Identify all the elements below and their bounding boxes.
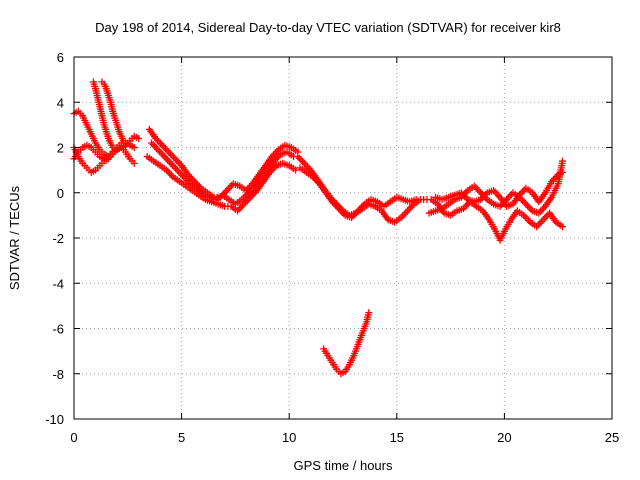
y-tick-label: -6 [52,322,64,337]
y-tick-label: -4 [52,276,64,291]
data-point [491,188,499,196]
data-point [534,221,542,229]
x-tick-label: 10 [282,430,296,445]
series-afternoon-band-2 [296,164,420,222]
data-point [300,159,308,167]
data-point [299,158,307,166]
data-point [294,153,302,161]
data-point [297,156,305,164]
data-point [223,186,231,194]
data-point [402,209,410,217]
data-point [166,170,174,178]
axis-ticks: 0 5 10 15 20 25 -10 -8 -6 -4 -2 0 2 4 6 [45,50,619,445]
data-point [523,215,531,223]
data-point [400,210,408,218]
data-point [407,203,415,211]
x-axis-label: GPS time / hours [294,458,393,473]
series-evening-band-2 [427,196,567,244]
data-point [539,216,547,224]
x-tick-label: 5 [178,430,185,445]
series-early-arc-high-2 [98,78,130,147]
data-point [524,202,532,210]
x-tick-label: 25 [605,430,619,445]
data-point [135,134,143,142]
series-evening-band-1 [425,157,567,217]
data-point [130,144,138,151]
grid-lines [74,57,612,419]
data-point [235,205,243,213]
data-point [167,171,175,179]
data-point [404,207,412,215]
x-tick-label: 0 [70,430,77,445]
data-point [520,198,528,206]
data-points [70,78,567,378]
data-point [292,166,300,174]
data-point [538,218,546,226]
data-point [405,205,413,213]
y-tick-label: -2 [52,231,64,246]
data-point [399,212,407,220]
y-tick-label: 0 [57,186,64,201]
series-midday-band-mid [147,139,298,208]
data-point [522,200,530,208]
data-point [521,213,529,221]
data-point [164,168,172,176]
data-point [536,207,544,215]
chart-title: Day 198 of 2014, Sidereal Day-to-day VTE… [95,20,561,35]
data-point [551,174,559,182]
y-tick-label: -10 [45,412,64,427]
y-tick-label: 6 [57,50,64,65]
y-axis-label: SDTVAR / TECUs [7,185,22,290]
data-point [559,168,567,176]
data-point [365,309,373,317]
data-point [475,187,483,195]
data-point [525,216,533,224]
series-evening-band-3 [432,168,567,210]
y-tick-label: 2 [57,141,64,156]
y-tick-label: 4 [57,95,64,110]
data-point [559,157,567,165]
data-point [412,196,420,204]
data-point [130,159,138,167]
series-midday-band-lower [143,153,300,215]
data-point [295,154,303,162]
x-tick-label: 15 [390,430,404,445]
data-point [541,214,549,222]
series-early-arc-high [89,78,117,151]
data-point [480,192,488,200]
y-tick-label: -8 [52,367,64,382]
series-isolated-dip [320,309,373,378]
data-point [559,223,567,231]
data-point [477,189,485,197]
data-point [525,203,533,211]
series-early-arc-5 [70,144,138,176]
data-point [224,185,232,193]
data-point [472,184,480,192]
x-tick-label: 20 [497,430,511,445]
series-afternoon-band [294,153,431,226]
